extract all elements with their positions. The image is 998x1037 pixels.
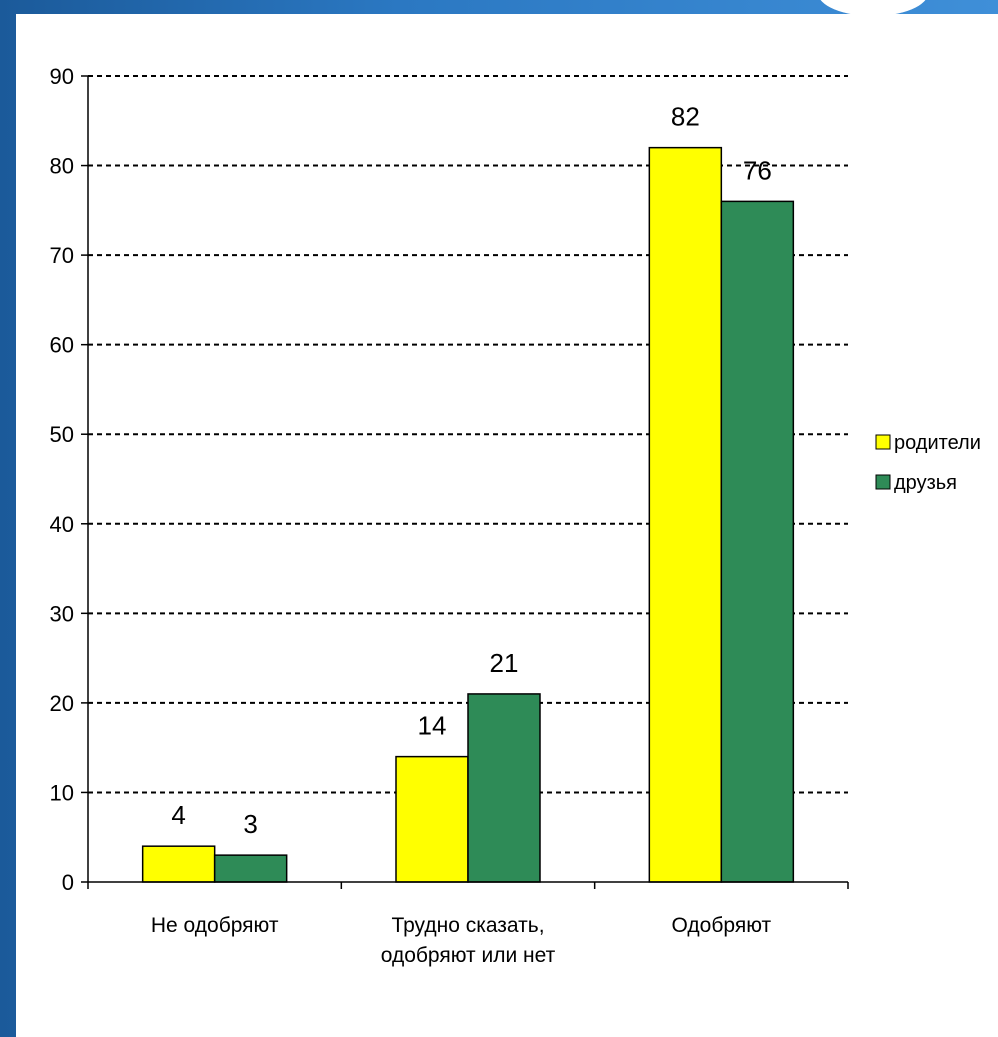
data-label: 76 [743, 155, 772, 185]
bar [395, 755, 469, 883]
bar [141, 845, 216, 883]
legend-swatch [875, 434, 891, 450]
y-tick-label: 50 [50, 422, 74, 447]
y-tick-label: 10 [50, 780, 74, 805]
data-labels: 4 3 14 21 82 76 [171, 102, 771, 839]
x-tick-label: Одобряют [672, 914, 772, 937]
y-tick-label: 20 [50, 691, 74, 716]
bars [141, 146, 795, 883]
x-tick-label: Не одобряют [151, 914, 279, 937]
axes: 0 10 20 30 40 50 60 70 80 90 Не одобряют Трудно ска… [50, 64, 849, 967]
legend-label: родители [894, 432, 981, 454]
data-label: 21 [490, 648, 519, 678]
data-label: 3 [243, 809, 257, 839]
bar [648, 146, 723, 883]
bar [720, 200, 795, 883]
y-tick-label: 30 [50, 601, 74, 626]
slide-corner-decoration [818, 0, 928, 16]
y-tick-label: 70 [50, 243, 74, 268]
bar [213, 854, 288, 883]
legend-swatch [875, 474, 891, 490]
legend: родители друзья [868, 417, 998, 529]
y-tick-label: 60 [50, 333, 74, 358]
y-tick-label: 90 [50, 64, 74, 89]
bar [467, 693, 541, 883]
x-tick-label: Трудно сказать, [391, 914, 544, 937]
y-tick-label: 40 [50, 512, 74, 537]
x-tick-label: одобряют или нет [381, 944, 556, 967]
y-tick-label: 0 [62, 870, 74, 895]
data-label: 82 [671, 102, 700, 132]
data-label: 4 [171, 800, 185, 830]
data-label: 14 [418, 711, 447, 741]
legend-label: друзья [894, 472, 957, 494]
y-tick-label: 80 [50, 154, 74, 179]
